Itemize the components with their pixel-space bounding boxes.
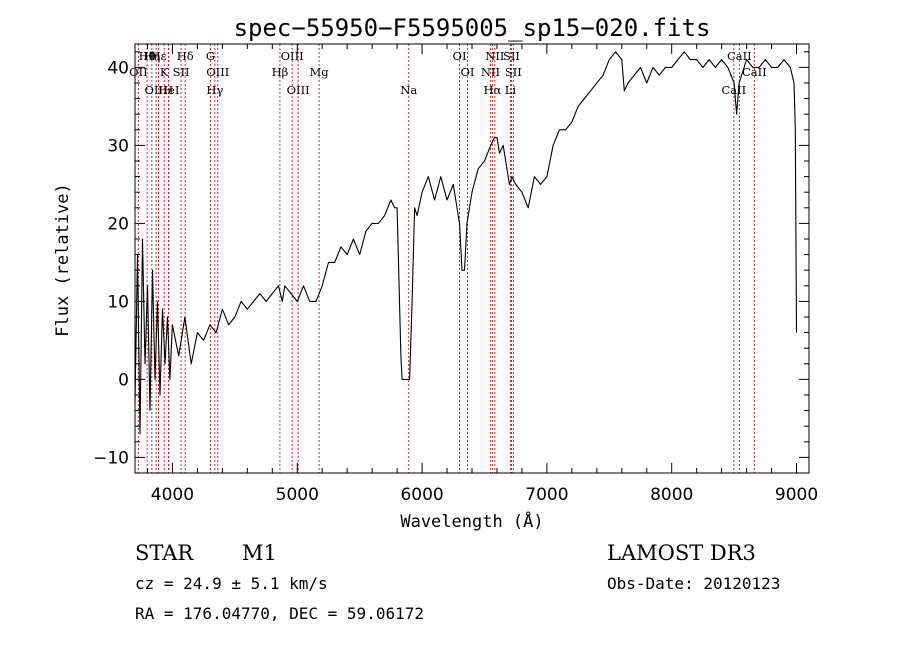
x-tick-label: 5000 xyxy=(276,485,319,505)
line-marker-label: Hα xyxy=(483,83,501,97)
line-marker-label: Hθ xyxy=(139,49,156,63)
y-tick-label: 10 xyxy=(107,292,129,312)
x-tick-label: 9000 xyxy=(775,485,818,505)
plot-frame xyxy=(134,43,810,474)
y-tick-label: 0 xyxy=(118,370,129,390)
x-tick-label: 6000 xyxy=(400,485,443,505)
line-marker-label: G xyxy=(206,49,215,63)
object-class: STAR xyxy=(135,541,194,565)
line-marker-label: SII xyxy=(503,49,520,63)
x-tick-label: 7000 xyxy=(525,485,568,505)
line-marker-label: OII xyxy=(129,65,148,79)
line-marker-label: HeI xyxy=(158,83,179,97)
line-marker-label: Na xyxy=(400,83,417,97)
y-tick-label: −10 xyxy=(93,448,129,468)
marker-lines xyxy=(137,44,755,473)
object-subclass: M1 xyxy=(242,541,277,565)
y-tick-label: 30 xyxy=(107,136,129,156)
line-marker-label: Hη xyxy=(143,49,160,63)
line-marker-label: NII xyxy=(485,49,504,63)
survey-name: LAMOST DR3 xyxy=(607,541,756,565)
line-marker-label: K xyxy=(160,65,169,79)
line-marker-label: SII xyxy=(505,65,522,79)
x-axis-label: Wavelength (Å) xyxy=(400,510,543,532)
line-marker-label: OIII xyxy=(287,83,310,97)
line-marker-label: Hε xyxy=(151,49,167,63)
line-marker-label: CaII xyxy=(727,49,752,63)
marker-labels: HθOIIOIIIHεKHeIHηSIIHHδOIIIHγGHβOIIIOIII… xyxy=(129,49,767,97)
line-marker-label: OIII xyxy=(206,65,229,79)
line-marker-label: CaII xyxy=(742,65,767,79)
line-marker-label: Li xyxy=(505,83,517,97)
line-marker-label: OI xyxy=(461,65,475,79)
y-tick-label: 20 xyxy=(107,214,129,234)
line-marker-label: SII xyxy=(173,65,190,79)
line-marker-label: OIII xyxy=(281,49,304,63)
x-tick-label: 4000 xyxy=(151,485,194,505)
line-marker-label: Hβ xyxy=(272,65,289,79)
redshift-velocity: cz = 24.9 ± 5.1 km/s xyxy=(135,574,328,593)
line-marker-label: Mg xyxy=(310,65,330,79)
sky-coordinates: RA = 176.04770, DEC = 59.06172 xyxy=(135,604,424,623)
y-ticks: −10 0 10 20 30 40 xyxy=(93,51,809,474)
x-tick-label: 8000 xyxy=(650,485,693,505)
spectrum-line xyxy=(134,51,798,435)
x-ticks: 4000 5000 6000 7000 8000 9000 xyxy=(146,44,818,505)
y-axis-label: Flux (relative) xyxy=(53,183,73,337)
chart-title: spec−55950−F5595005_sp15−020.fits xyxy=(234,14,711,42)
line-marker-label: NII xyxy=(481,65,500,79)
line-marker-label: Hγ xyxy=(206,83,223,97)
line-marker-label: OI xyxy=(453,49,467,63)
line-marker-label: CaII xyxy=(721,83,746,97)
line-marker-label: H xyxy=(163,83,173,97)
observation-date: Obs-Date: 20120123 xyxy=(607,574,780,593)
line-marker-label: Hδ xyxy=(177,49,194,63)
line-marker-label: OIII xyxy=(145,83,168,97)
y-tick-label: 40 xyxy=(107,58,129,78)
